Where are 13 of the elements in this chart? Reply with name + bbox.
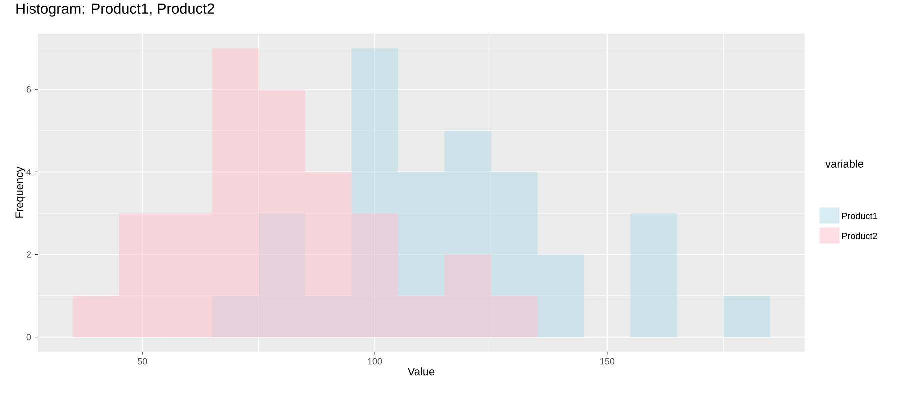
y-axis-title: Frequency — [16, 166, 26, 218]
legend-label: Product2 — [842, 232, 878, 240]
legend-label: Product1 — [842, 212, 878, 220]
legend-title: variable — [826, 160, 864, 168]
y-tick-label: 6 — [26, 86, 32, 93]
x-tick-label: 50 — [138, 358, 148, 365]
chart-title: Histogram: Product1, Product2 — [16, 3, 214, 17]
y-tick-label: 2 — [26, 252, 32, 258]
x-tick-label: 150 — [600, 358, 615, 365]
x-tick-label: 100 — [368, 358, 382, 365]
y-tick-label: 0 — [26, 334, 32, 341]
x-axis-title: Value — [408, 368, 435, 376]
y-tick-label: 4 — [26, 169, 32, 176]
